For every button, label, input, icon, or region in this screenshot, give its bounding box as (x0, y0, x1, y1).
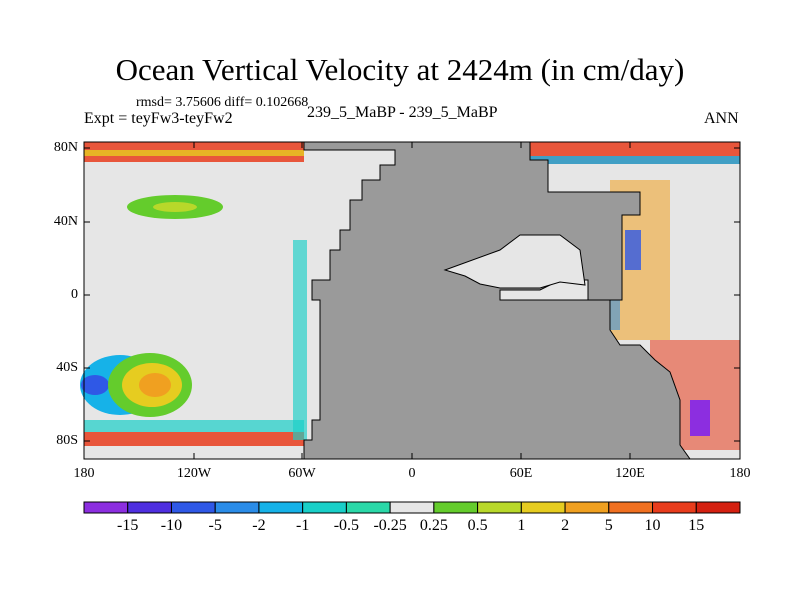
lat-label-80s: 80S (56, 433, 78, 448)
colorbar-box (127, 501, 172, 514)
colorbar-label: -1 (295, 517, 310, 534)
colorbar-label: 5 (604, 517, 613, 534)
patch-west-coast (293, 240, 307, 440)
colorbar-box (258, 501, 304, 514)
colorbar-label: -0.5 (333, 517, 360, 534)
colorbar-label: 2 (561, 517, 570, 534)
lon-label-60e: 60E (509, 466, 533, 481)
lon-ticks (193, 142, 631, 459)
colorbar-box (695, 501, 741, 514)
colorbar-box (345, 501, 391, 514)
colorbar-label: 10 (644, 517, 661, 534)
patch-south-band-cyan (84, 420, 304, 432)
patch-south-pacific-blue (81, 375, 109, 395)
lon-label-120w: 120W (176, 466, 212, 481)
lon-label-120e: 120E (615, 466, 645, 481)
colorbar-box (302, 501, 347, 514)
colorbar-box (214, 501, 260, 514)
colorbar-label: -2 (252, 517, 266, 534)
colorbar-label: 0.25 (419, 517, 448, 534)
lon-label-180e: 180 (729, 466, 751, 481)
colorbar-box (433, 501, 479, 514)
lat-label-80n: 80N (53, 140, 78, 155)
patch-northeast-band-blue (530, 156, 740, 164)
lon-label-60w: 60W (288, 466, 316, 481)
colorbar-label: 15 (688, 517, 705, 534)
lat-label-0: 0 (71, 287, 78, 302)
lat-label-40n: 40N (53, 214, 78, 229)
colorbar-label: 1 (517, 517, 526, 534)
lat-ticks (84, 147, 740, 442)
patch-south-band (84, 432, 304, 446)
patch-north-pacific-core (153, 202, 197, 212)
patch-east-coast-blue (625, 230, 641, 270)
colorbar-box (83, 501, 129, 514)
colorbar-box (608, 501, 654, 514)
colorbar (83, 501, 741, 514)
colorbar-label: -10 (160, 517, 183, 534)
colorbar-label: -5 (208, 517, 222, 534)
lat-label-40s: 40S (56, 360, 78, 375)
inner-basin (443, 234, 586, 289)
lon-label-180w: 180 (73, 466, 95, 481)
patch-north-band-yellow (84, 150, 304, 156)
season-label: ANN (704, 110, 739, 127)
patch-southeast-purple (690, 400, 710, 436)
colorbar-box (652, 501, 697, 514)
rmsd-diff-label: rmsd= 3.75606 diff= 0.102668 (136, 95, 309, 110)
land-pangaea (303, 141, 691, 460)
colorbar-box (170, 501, 216, 514)
colorbar-box (477, 501, 522, 514)
experiment-label: Expt = teyFw3-teyFw2 (84, 110, 233, 127)
colorbar-label: 0.5 (467, 517, 488, 534)
colorbar-box (520, 501, 566, 514)
colorbar-box (389, 501, 435, 514)
colorbar-label: -15 (117, 517, 139, 534)
case-label: 239_5_MaBP - 239_5_MaBP (307, 104, 498, 121)
colorbar-box (564, 501, 610, 514)
lon-label-0: 0 (408, 466, 416, 481)
colorbar-label: -0.25 (373, 517, 407, 534)
patch-south-pacific-orange (139, 373, 171, 397)
plot-title: Ocean Vertical Velocity at 2424m (in cm/… (115, 52, 685, 87)
